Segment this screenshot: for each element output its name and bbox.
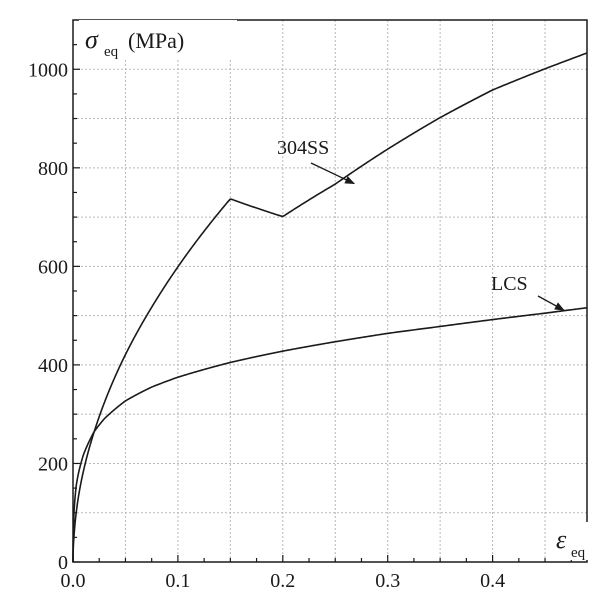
series-line-lcs: [72, 306, 588, 562]
y-axis-unit: (MPa): [128, 28, 184, 53]
annotation-arrow: [310, 162, 356, 185]
y-tick-label: 0: [58, 552, 68, 574]
y-axis-symbol: σ: [85, 25, 99, 54]
x-tick-label: 0.1: [165, 570, 190, 592]
annotation-label: LCS: [491, 273, 528, 295]
x-axis-label: ε eq: [551, 522, 591, 561]
y-tick-label: 400: [38, 355, 68, 377]
x-tick-label: 0.4: [480, 570, 505, 592]
minor-ticks: [73, 44, 572, 562]
y-tick-label: 800: [38, 158, 68, 180]
x-tick-label: 0.0: [61, 570, 86, 592]
annotation-label: 304SS: [277, 137, 329, 159]
y-tick-label: 600: [38, 256, 68, 278]
x-axis-symbol: ε: [556, 525, 567, 554]
y-axis-label-bg: [79, 20, 237, 60]
series-line-304ss: [72, 52, 588, 562]
series-layer: [72, 52, 588, 562]
major-ticks: [72, 68, 494, 563]
y-axis-subscript: eq: [104, 44, 119, 60]
y-axis-label: σ eq (MPa): [79, 20, 237, 60]
annotation-arrow: [537, 295, 565, 311]
x-tick-labels: 0.0 0.1 0.2 0.3 0.4: [61, 570, 506, 592]
x-axis-subscript: eq: [571, 545, 586, 561]
y-tick-label: 1000: [28, 59, 68, 81]
x-tick-label: 0.2: [270, 570, 295, 592]
y-tick-labels: 0 200 400 600 800 1000: [28, 59, 68, 574]
y-tick-label: 200: [38, 453, 68, 475]
grid-lines: [73, 20, 587, 562]
x-axis-label-bg: [551, 522, 591, 560]
x-tick-label: 0.3: [375, 570, 400, 592]
annotation-layer: 304SS LCS: [277, 137, 565, 311]
